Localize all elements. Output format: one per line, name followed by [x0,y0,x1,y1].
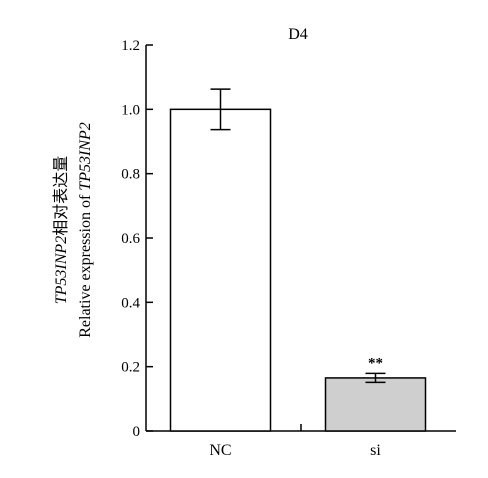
y-tick-label: 0 [133,424,141,440]
y-axis-label-cn-text: 相对表达量 [52,156,70,236]
plot-area: 0 0.2 0.4 0.6 0.8 1.0 1.2 NC ** si [121,38,456,459]
y-tick-label: 1.0 [121,102,140,118]
y-tick-label: 0.4 [121,295,140,311]
y-tick-label: 0.8 [121,167,140,183]
y-tick-label: 0.2 [121,360,140,376]
y-axis-label-line2: Relative expression of TP53INP2 [77,122,94,338]
y-tick-label: 1.2 [121,38,140,54]
x-category-label: NC [209,442,231,459]
bar-si [324,377,427,432]
y-axis-label-en-text: Relative expression of [77,191,94,338]
y-tick-label: 0.6 [121,231,140,247]
bar-nc [169,108,272,432]
y-axis-label-gene-en: TP53INP2 [77,122,94,190]
significance-marker: ** [368,355,383,371]
y-axis-label-line1: TP53INP2相对表达量 [52,156,70,304]
chart-title: D4 [288,26,308,43]
y-axis-label-gene-cn: TP53INP2 [53,236,70,304]
x-category-label: si [370,442,381,459]
